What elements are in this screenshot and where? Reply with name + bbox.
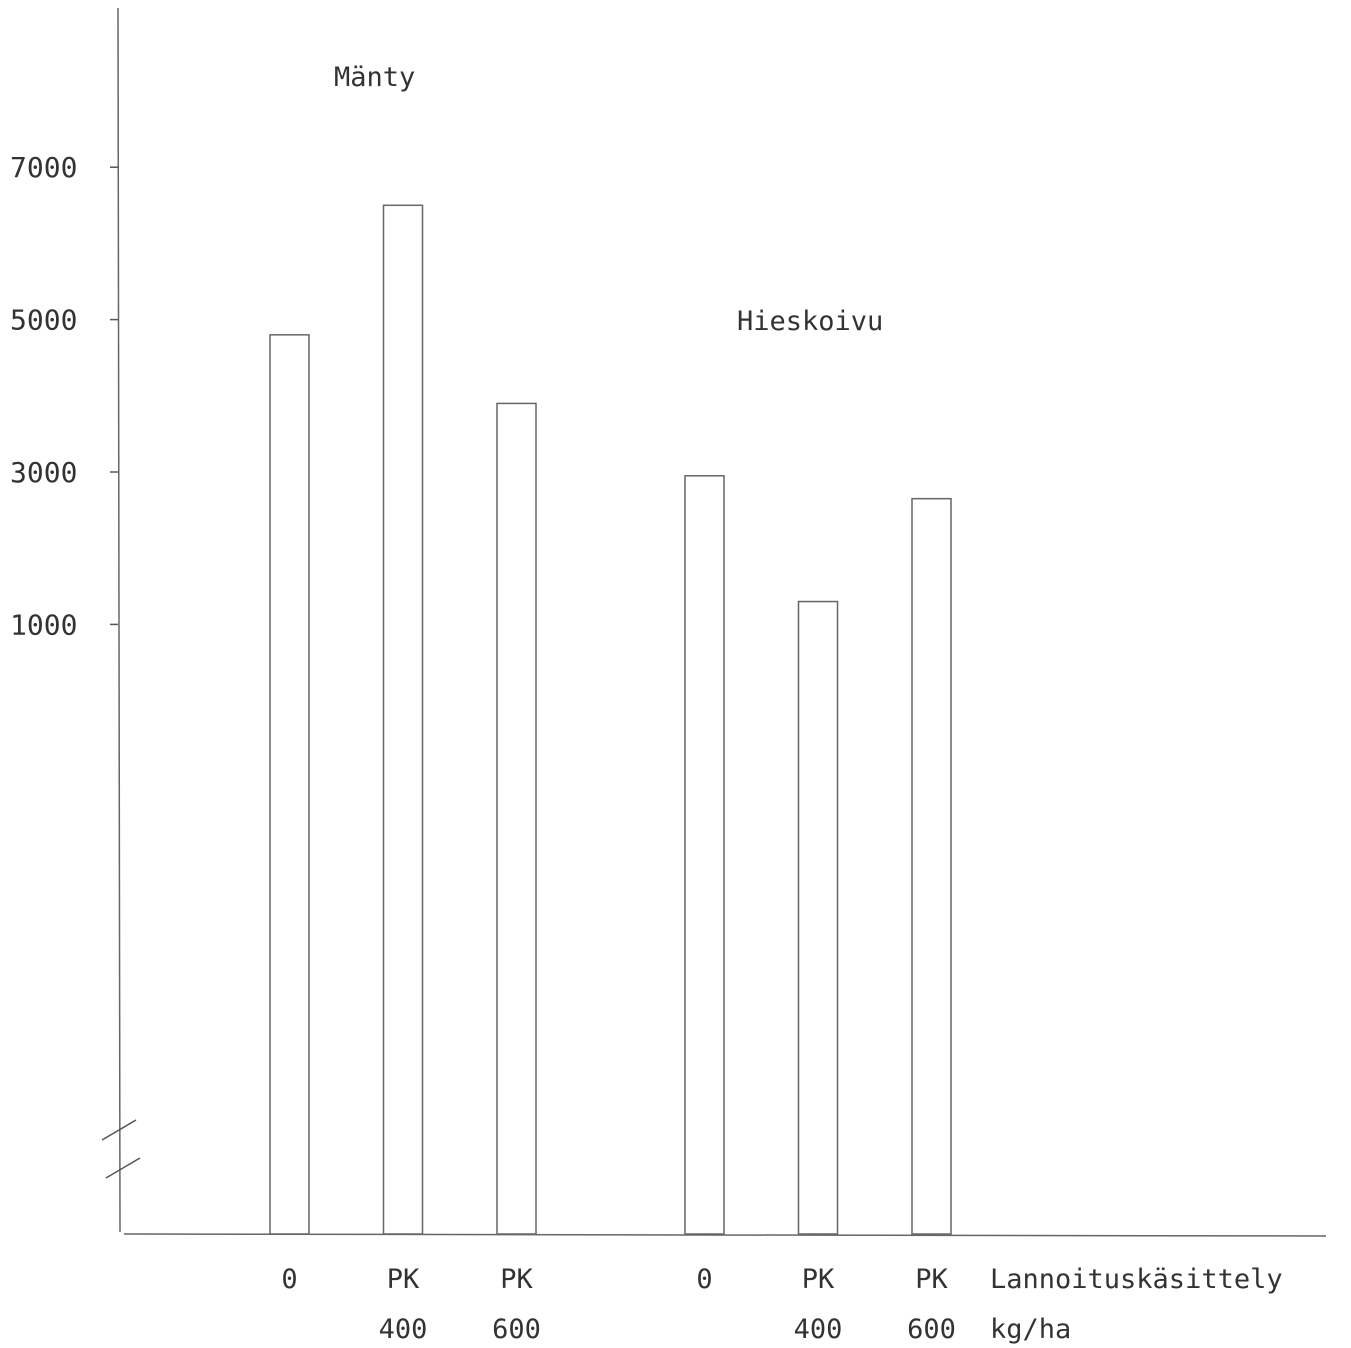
group-label-0: Mänty xyxy=(334,62,415,93)
category-sublabel-0-2: 600 xyxy=(492,1314,541,1345)
x-axis-line xyxy=(123,1233,1327,1237)
y-axis-line xyxy=(117,7,121,1233)
category-label-0-2: PK xyxy=(500,1264,533,1295)
category-sublabel-1-2: 600 xyxy=(907,1314,956,1345)
y-tick-label-3: 7000 xyxy=(10,151,77,184)
axis-break-mark-lower xyxy=(105,1157,141,1179)
category-sublabel-1-1: 400 xyxy=(794,1314,843,1345)
bars xyxy=(269,204,952,1235)
category-label-0-1: PK xyxy=(387,1264,420,1295)
category-label-1-0: 0 xyxy=(696,1264,712,1295)
group-label-1: Hieskoivu xyxy=(737,306,883,337)
y-tick-label-1: 3000 xyxy=(10,456,77,489)
bar-0-2 xyxy=(496,402,537,1235)
axis-break-mark-upper xyxy=(101,1119,137,1141)
category-label-1-1: PK xyxy=(802,1264,835,1295)
y-ticks: 1000 3000 5000 7000 xyxy=(10,151,118,641)
y-tick-label-0: 1000 xyxy=(10,608,77,641)
bar-1-0 xyxy=(684,475,725,1235)
category-label-0-0: 0 xyxy=(281,1264,297,1295)
bar-1-2 xyxy=(911,497,952,1235)
x-axis-label: Lannoituskäsittely xyxy=(990,1264,1283,1295)
category-labels: 0 PK 400 PK 600 0 PK 400 PK 600 xyxy=(281,1264,956,1345)
bar-1-1 xyxy=(797,600,839,1235)
category-label-1-2: PK xyxy=(915,1264,948,1295)
category-sublabel-0-1: 400 xyxy=(379,1314,428,1345)
bar-0-0 xyxy=(269,334,310,1235)
y-tick-label-2: 5000 xyxy=(10,304,77,337)
bar-0-1 xyxy=(382,204,424,1235)
group-labels: Mänty Hieskoivu xyxy=(334,62,883,337)
x-axis-unit: kg/ha xyxy=(990,1314,1071,1345)
